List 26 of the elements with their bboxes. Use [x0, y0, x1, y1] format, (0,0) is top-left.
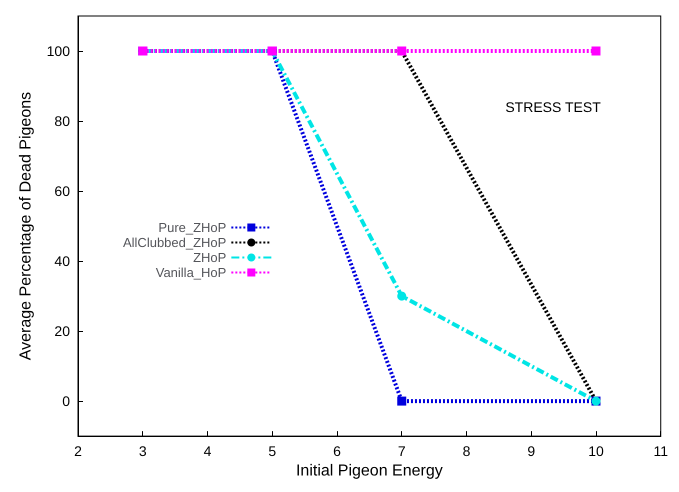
- legend-label: Pure_ZHoP: [158, 220, 226, 235]
- x-tick-label: 7: [398, 443, 406, 460]
- legend-label: Vanilla_HoP: [156, 265, 226, 280]
- y-tick-label: 60: [54, 183, 70, 200]
- x-tick-label: 2: [74, 443, 82, 460]
- x-tick-label: 8: [462, 443, 471, 460]
- point: [397, 396, 406, 406]
- x-tick-label: 9: [527, 443, 536, 460]
- legend-label: ZHoP: [193, 250, 226, 265]
- x-axis-title: Initial Pigeon Energy: [296, 462, 443, 480]
- x-tick-label: 4: [204, 443, 212, 460]
- x-tick-label: 3: [138, 443, 147, 460]
- y-tick-label: 40: [54, 253, 70, 270]
- x-tick-label: 5: [268, 443, 276, 460]
- x-tick-label: 11: [653, 443, 668, 460]
- annotation: STRESS TEST: [505, 99, 602, 115]
- y-tick-label: 0: [62, 393, 70, 410]
- point: [397, 292, 406, 301]
- x-tick-label: 10: [588, 443, 604, 460]
- y-tick-label: 20: [54, 323, 70, 340]
- legend-label: AllClubbed_ZHoP: [122, 235, 226, 250]
- x-tick-label: 6: [333, 443, 342, 460]
- y-tick-label: 100: [46, 43, 70, 60]
- y-tick-label: 80: [54, 113, 70, 130]
- point: [591, 46, 600, 56]
- y-axis-title: Average Percentage of Dead Pigeons: [18, 92, 34, 360]
